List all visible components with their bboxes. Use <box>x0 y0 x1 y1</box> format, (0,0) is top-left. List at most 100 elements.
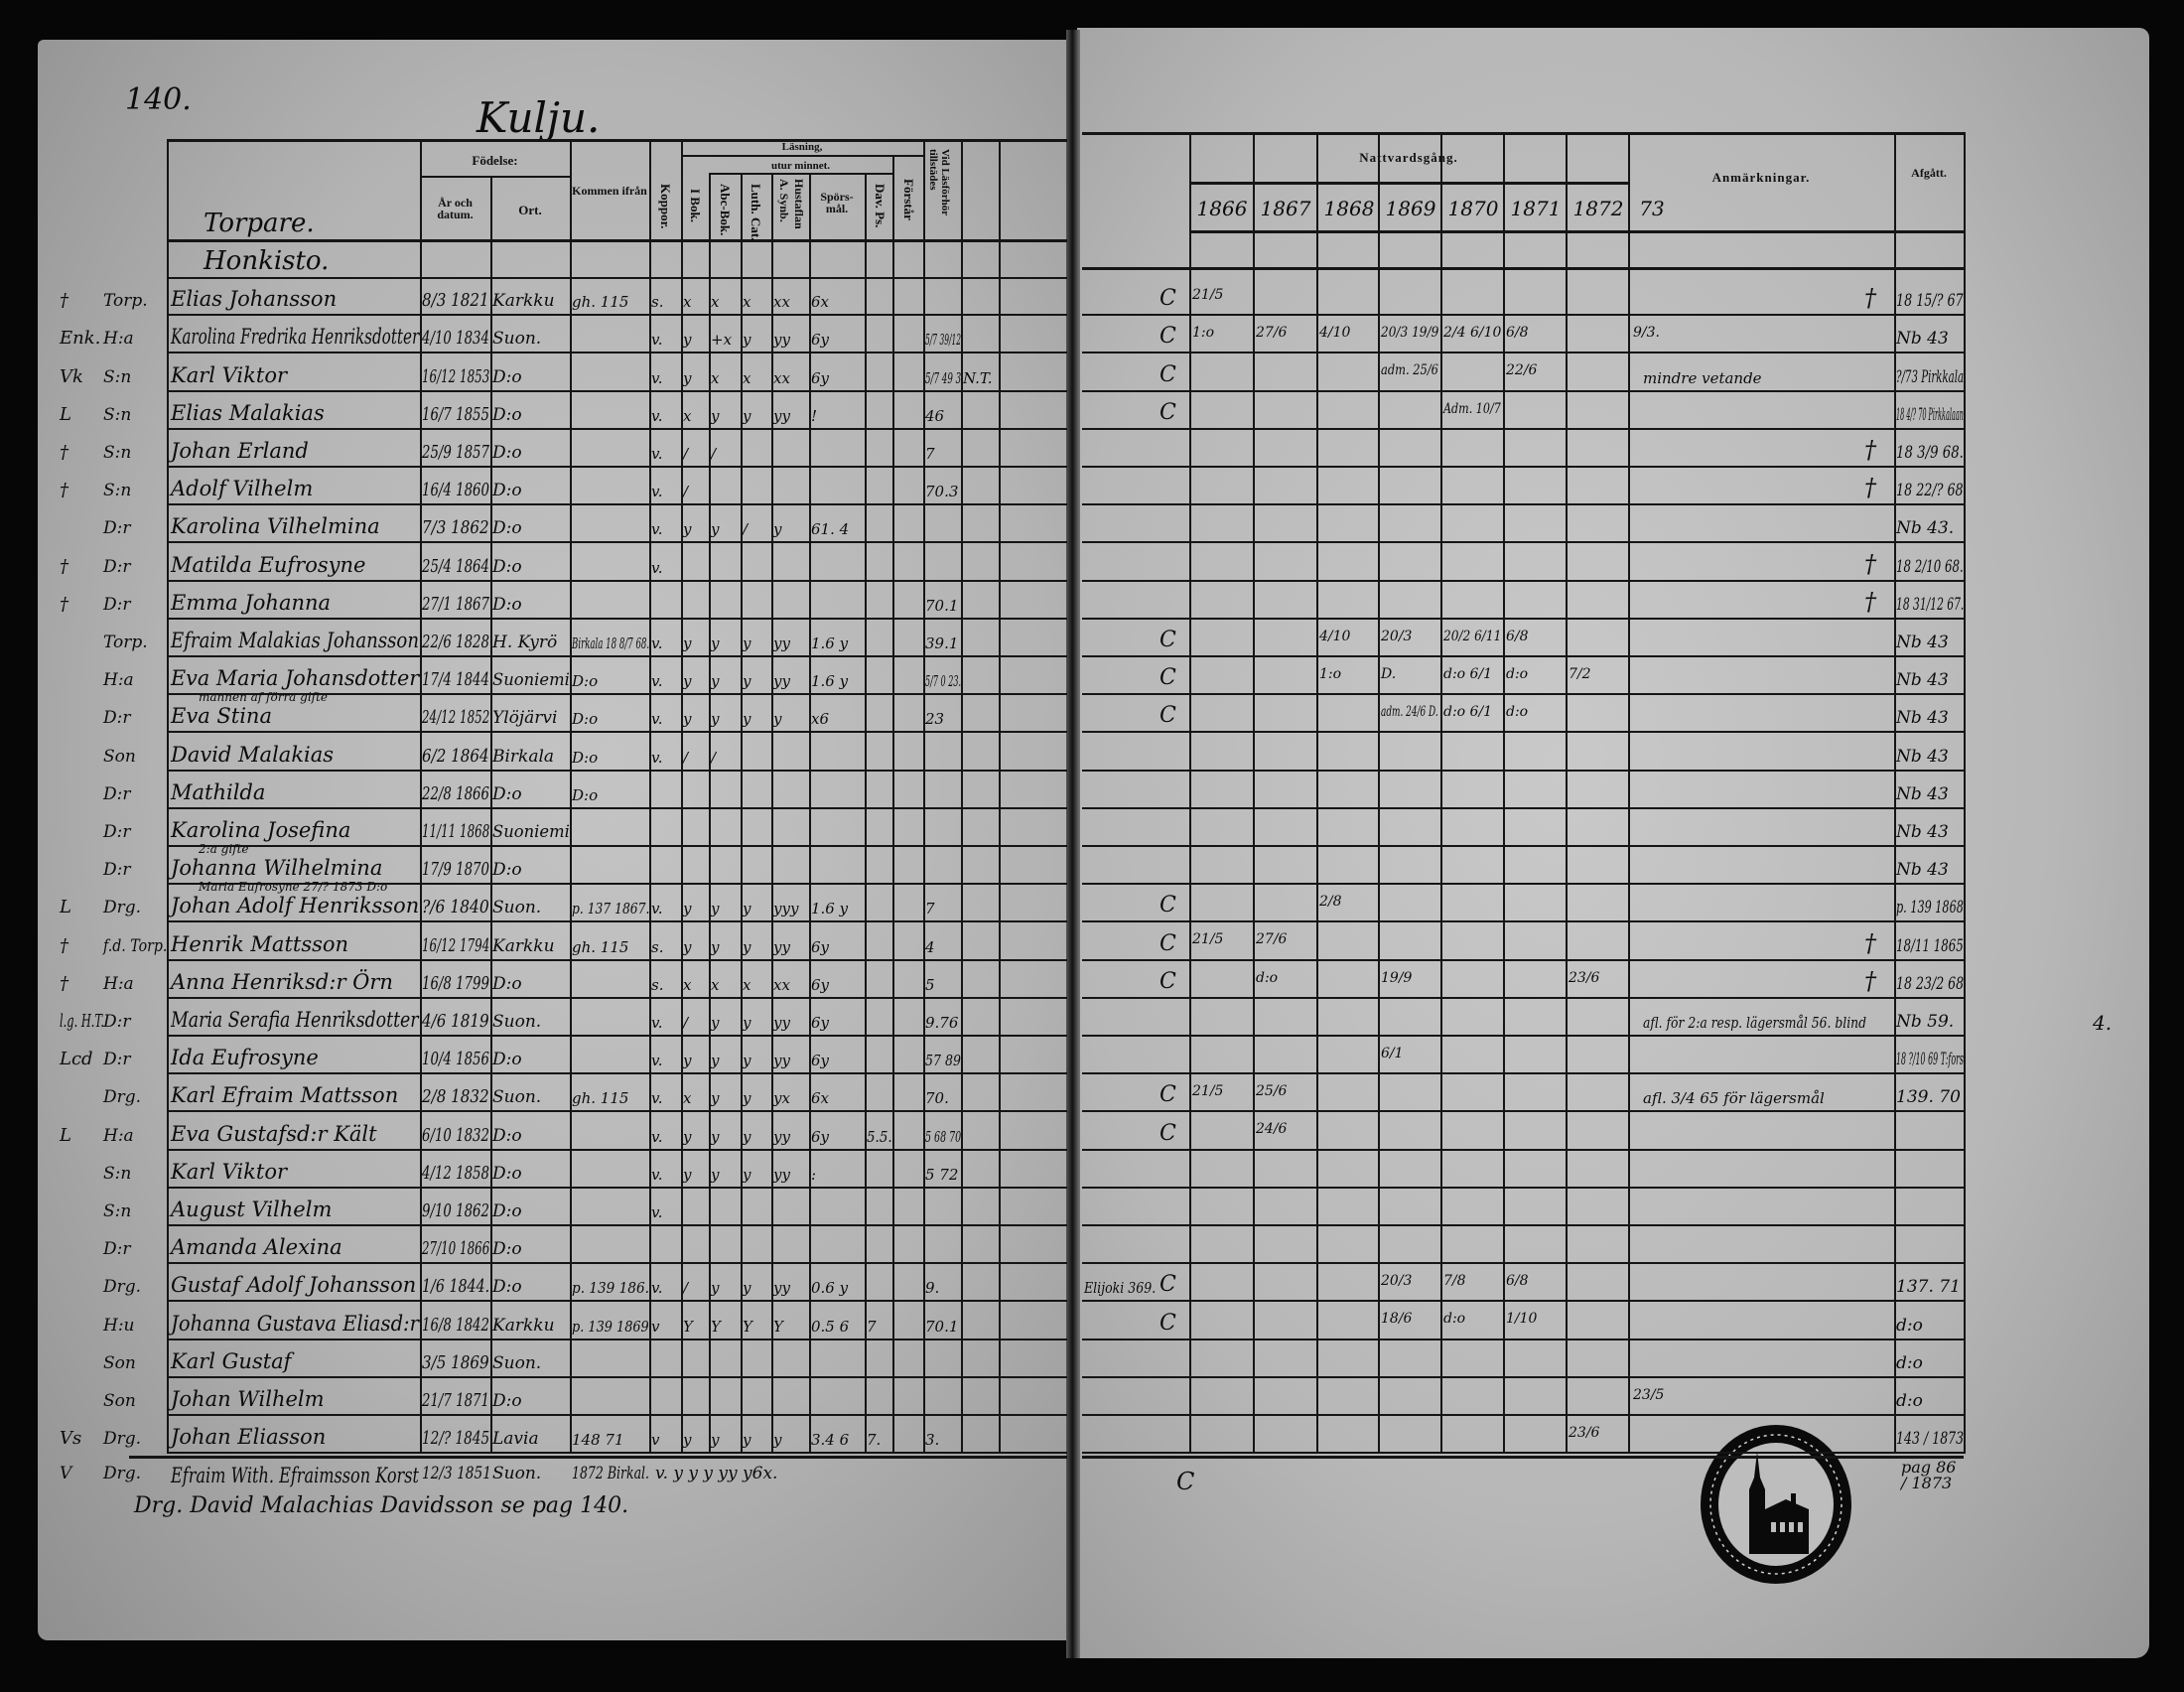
row-husf: yy <box>773 672 790 690</box>
row-from: Birkala 18 8/7 68. <box>572 634 650 652</box>
nattvard-entry-1871: 22/6 <box>1506 362 1538 378</box>
column-rule <box>167 139 169 1455</box>
row-ibok: x <box>683 407 692 425</box>
row-birth: 7/3 1862 <box>422 517 489 538</box>
row-m: Enk. <box>60 328 101 349</box>
row-ibok: y <box>683 710 692 728</box>
row-st: D:r <box>103 557 131 577</box>
page-number: 140. <box>125 82 192 117</box>
row-st: Son <box>103 747 136 767</box>
row-st: H:a <box>103 670 134 690</box>
row-marker: C <box>1160 1082 1176 1107</box>
row-st: S:n <box>103 1201 132 1221</box>
row-spors: 6x <box>811 293 830 311</box>
nattvard-entry-1870: d:o <box>1443 1311 1466 1327</box>
row-vid: 7 <box>925 445 935 463</box>
row-from: D:o <box>572 710 599 728</box>
row-abc: y <box>711 672 720 690</box>
column-rule <box>1566 132 1568 1455</box>
row-birth: 22/8 1866 <box>422 783 489 804</box>
row-rule <box>167 1187 1067 1189</box>
year-header-73: 73 <box>1639 197 1665 220</box>
row-luth: x <box>743 293 751 311</box>
row-birth: 22/6 1828 <box>422 632 489 652</box>
nattvard-entry-1869: 20/3 <box>1381 1273 1413 1289</box>
row-name: Johanna Gustava Eliasd:r <box>171 1312 419 1336</box>
row-husf: yy <box>773 1014 790 1032</box>
row-afg: Nb 43 <box>1896 708 1949 728</box>
row-st: Drg. <box>103 1087 142 1107</box>
nattvard-entry-1869: adm. 24/6 D. <box>1381 704 1438 720</box>
row-st: Torp. <box>103 633 148 652</box>
row-kop: v. <box>651 1279 663 1297</box>
row-rule <box>1082 1414 1964 1416</box>
row-ibok: Y <box>683 1318 693 1336</box>
row-kop: v. <box>651 710 663 728</box>
row-m: † <box>60 556 68 577</box>
row-cross: † <box>1864 929 1876 957</box>
row-birth: 17/9 1870 <box>422 859 489 880</box>
row-vid: 7 <box>925 900 935 917</box>
table-end-rule <box>129 1456 1067 1460</box>
row-spors: 1.6 y <box>811 672 849 690</box>
row-birth: 4/10 1834 <box>422 328 489 349</box>
row-rem: afl. för 2:a resp. lägersmål 56. blind <box>1643 1014 1867 1032</box>
row-place: Suon. <box>492 1012 542 1032</box>
row-rule <box>1082 845 1964 847</box>
row-kop: v. <box>651 369 663 387</box>
row-rule <box>167 1262 1067 1264</box>
row-birth: 16/12 1853 <box>422 366 490 387</box>
nattvard-entry-1871: 6/8 <box>1506 325 1529 341</box>
nattvard-entry-1869: 18/6 <box>1381 1311 1413 1327</box>
nattvard-entry-1867: d:o <box>1256 970 1279 986</box>
row-from: p. 139 186. <box>572 1279 649 1297</box>
row-place: Birkala <box>492 747 555 767</box>
row-rule <box>167 314 1067 316</box>
row-birth: 6/10 1832 <box>422 1125 489 1146</box>
row-rule <box>1082 618 1964 620</box>
row-rule <box>167 1414 1067 1416</box>
row-afg: 18/11 1865 <box>1896 936 1964 956</box>
row-place: D:o <box>492 784 522 804</box>
footer-name: Efraim With. Efraimsson Korst <box>171 1464 419 1488</box>
row-ibok: / <box>683 749 689 767</box>
row-vid: 70.1 <box>925 597 959 615</box>
year-header-1870: 1870 <box>1447 197 1499 220</box>
row-m: † <box>60 480 68 500</box>
row-rule <box>167 1339 1067 1340</box>
row-afg: 18 31/12 67. <box>1896 595 1965 615</box>
column-rule <box>649 139 651 1455</box>
row-rule <box>1082 466 1964 468</box>
header-abc-bok: Abc-Bok. <box>718 184 733 236</box>
nattvard-entry-1867: 27/6 <box>1256 325 1288 341</box>
row-luth: y <box>743 1014 751 1032</box>
row-name: Henrik Mattsson <box>171 932 349 956</box>
row-cross: † <box>1864 967 1876 995</box>
column-rule <box>892 155 894 1455</box>
table-end-rule <box>1082 1456 1964 1460</box>
utur-minnet-subrule <box>709 173 892 175</box>
nattvard-entry-1867: 25/6 <box>1256 1083 1288 1099</box>
row-cross: † <box>1864 436 1876 464</box>
row-birth: 3/5 1869 <box>422 1352 489 1373</box>
row-rule <box>167 1376 1067 1378</box>
row-place: Suoniemi <box>492 822 570 842</box>
row-birth: 25/4 1864 <box>422 556 489 577</box>
row-rule <box>167 770 1067 772</box>
header-luth-cat: Luth. Cat. <box>749 184 763 241</box>
row-marker: C <box>1160 400 1176 425</box>
row-kop: v <box>651 1318 660 1336</box>
header-utur-minnet: utur minnet. <box>770 160 831 172</box>
row-name: Eva Maria Johansdotter <box>171 666 420 690</box>
row-husf: xx <box>773 293 790 311</box>
header-top-rule <box>1082 132 1964 135</box>
row-m: L <box>60 897 71 917</box>
row-st: Son <box>103 1353 136 1373</box>
row-rule <box>1082 959 1964 961</box>
row-luth: y <box>743 1166 751 1184</box>
row-birth: 8/3 1821 <box>422 290 489 311</box>
column-rule <box>1964 132 1966 1455</box>
row-place: D:o <box>492 1277 522 1297</box>
row-rule <box>1082 1452 1964 1454</box>
row-from: D:o <box>572 672 599 690</box>
